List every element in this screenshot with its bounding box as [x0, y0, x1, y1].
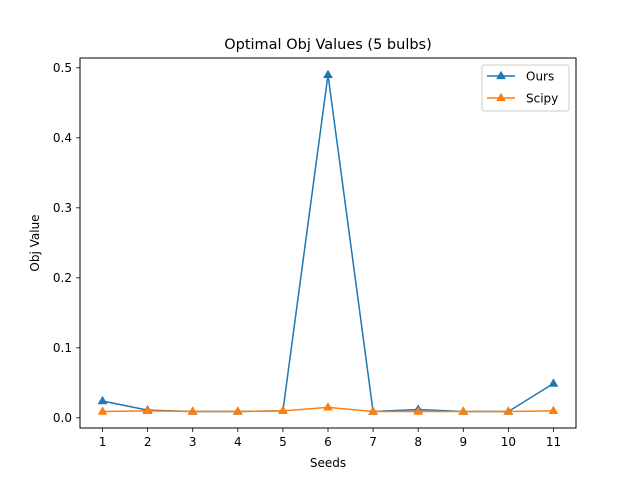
x-tick-label: 10: [501, 435, 516, 449]
data-point-ours: [323, 69, 333, 78]
legend-marker-scipy: [496, 92, 506, 102]
data-point-scipy: [323, 402, 333, 411]
x-tick-label: 9: [459, 435, 467, 449]
x-tick-label: 7: [369, 435, 377, 449]
y-tick-label: 0.3: [53, 201, 72, 215]
y-tick-label: 0.5: [53, 61, 72, 75]
x-tick-label: 2: [144, 435, 152, 449]
x-tick-label: 8: [414, 435, 422, 449]
y-tick-label: 0.4: [53, 131, 72, 145]
data-point-ours: [548, 378, 559, 387]
plot-area-frame: [79, 57, 577, 429]
data-point-scipy: [548, 405, 559, 414]
data-point-scipy: [278, 405, 288, 414]
x-tick-label: 6: [324, 435, 332, 449]
series-layer: [97, 69, 559, 415]
legend-label-ours: Ours: [526, 69, 554, 83]
y-tick-label: 0.2: [53, 271, 72, 285]
x-tick-label: 5: [279, 435, 287, 449]
data-point-ours: [97, 395, 108, 405]
data-point-scipy: [97, 406, 108, 415]
data-point-scipy: [458, 406, 469, 415]
y-axis-ticks: 0.0 0.1 0.2 0.3 0.4 0.5: [53, 61, 80, 425]
x-axis-label: Seeds: [310, 456, 346, 470]
x-axis-ticks: 1 2 3 4 5 6 7 8 9 10 11: [99, 428, 561, 449]
data-point-scipy: [413, 406, 424, 415]
data-point-scipy: [187, 406, 198, 415]
y-tick-label: 0.0: [53, 411, 72, 425]
chart-title: Optimal Obj Values (5 bulbs): [224, 37, 432, 53]
x-tick-label: 1: [99, 435, 107, 449]
legend-label-scipy: Scipy: [526, 91, 558, 105]
y-tick-label: 0.1: [53, 341, 72, 355]
x-tick-label: 11: [546, 435, 561, 449]
data-point-scipy: [368, 406, 378, 415]
legend: Ours Scipy: [481, 64, 570, 112]
x-tick-label: 4: [234, 435, 242, 449]
x-tick-label: 3: [189, 435, 197, 449]
legend-marker-ours: [496, 70, 506, 80]
data-point-scipy: [142, 405, 153, 414]
data-point-scipy: [232, 406, 243, 415]
data-point-scipy: [503, 406, 514, 415]
y-axis-label: Obj Value: [28, 214, 42, 271]
